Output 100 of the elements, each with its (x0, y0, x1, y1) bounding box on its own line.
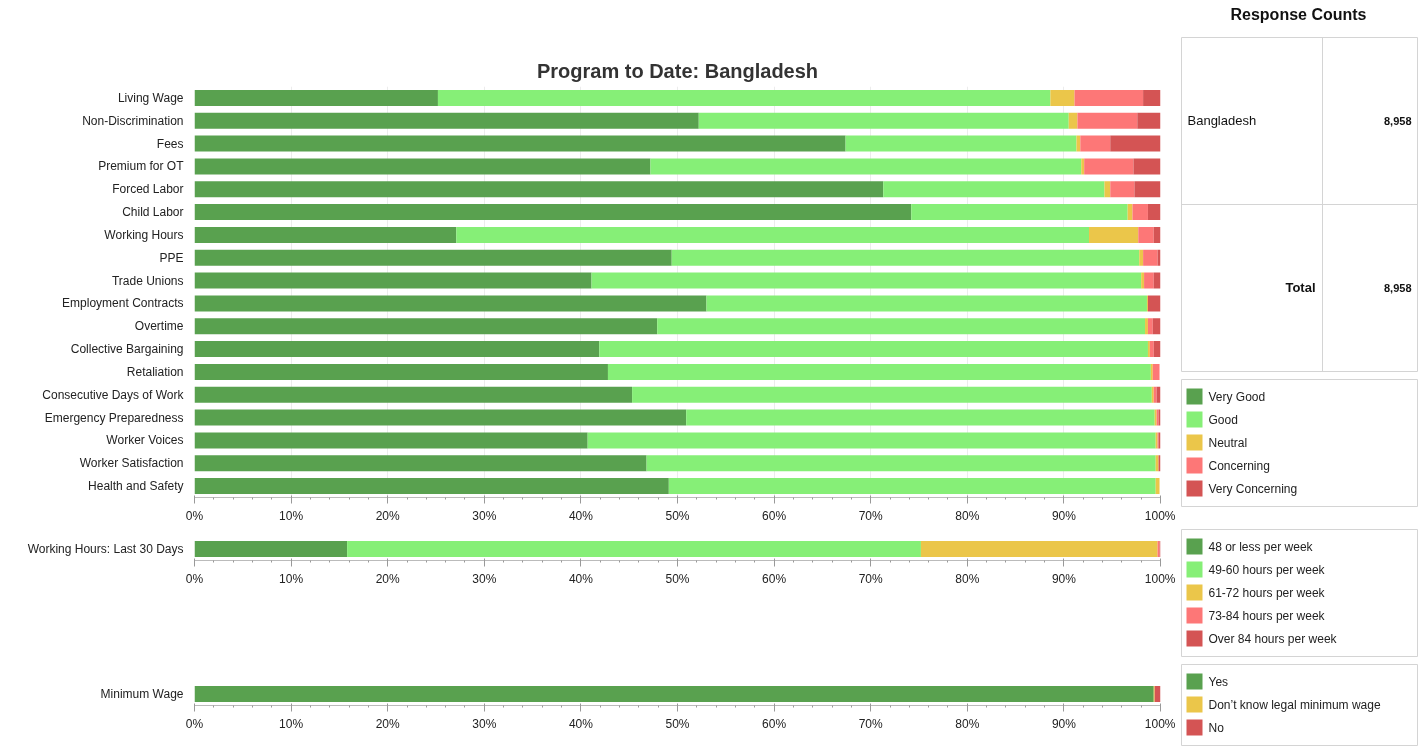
y-tick-label: Minimum Wage (100, 687, 184, 701)
bar (194, 386, 633, 403)
bar (1141, 272, 1145, 289)
x-tick-label: 30% (472, 716, 497, 731)
bar (671, 249, 1140, 266)
y-tick-label: Working Hours (104, 227, 184, 242)
y-tick-label: Living Wage (117, 90, 184, 105)
bar (1147, 204, 1161, 221)
x-tick-label: 10% (279, 716, 304, 731)
x-tick-label: 50% (665, 571, 690, 586)
x-tick-label: 30% (472, 571, 497, 586)
bar (194, 478, 669, 495)
bar (646, 455, 1156, 472)
x-tick-label: 0% (185, 716, 204, 731)
bar (698, 112, 1069, 129)
bar (1080, 135, 1111, 152)
y-tick-label: Emergency Preparedness (44, 410, 184, 425)
bar (1133, 158, 1161, 175)
y-tick-label: Worker Satisfaction (79, 456, 184, 471)
x-tick-label: 90% (1051, 508, 1077, 523)
bar (650, 158, 1082, 175)
y-tick-label: Health and Safety (88, 479, 184, 494)
bar (1155, 478, 1160, 495)
bar (920, 540, 1158, 558)
bar (911, 204, 1128, 221)
bar (194, 295, 707, 312)
bar (657, 318, 1146, 335)
text: 61-72 hours per week (1208, 585, 1326, 600)
bar (1081, 158, 1085, 175)
text: 73-84 hours per week (1208, 608, 1326, 623)
y-tick-label: Fees (156, 136, 184, 151)
legend-label: Neutral (1208, 435, 1248, 450)
text: Bangladesh (1187, 113, 1257, 128)
bar (1077, 112, 1138, 129)
x-tick-label: 0% (185, 508, 204, 523)
bar (1147, 318, 1153, 335)
bar (1132, 204, 1148, 221)
bar (194, 112, 699, 129)
bar (194, 540, 348, 558)
y-tick-label: Child Labor (122, 205, 184, 220)
bar (1110, 181, 1135, 198)
x-tick-label: 10% (279, 571, 304, 586)
bar (1050, 89, 1075, 106)
bar (1089, 226, 1139, 243)
x-tick-label: 60% (762, 716, 787, 731)
x-tick-label: 80% (955, 508, 980, 523)
bar (1104, 181, 1111, 198)
bar (845, 135, 1077, 152)
bar (1152, 363, 1160, 380)
bar (1144, 272, 1154, 289)
bar (194, 89, 438, 106)
bar (194, 158, 651, 175)
text: Response Counts (1230, 6, 1367, 23)
x-tick-label: 10% (279, 508, 304, 523)
bar (194, 135, 846, 152)
x-tick-label: 100% (1144, 508, 1176, 523)
bar (1138, 226, 1154, 243)
y-tick-label: Forced Labor (112, 182, 184, 197)
bar (1152, 318, 1161, 335)
bar (599, 341, 1148, 358)
text: 49-60 hours per week (1208, 562, 1326, 577)
bar (1134, 181, 1161, 198)
bar (591, 272, 1142, 289)
bar (1074, 89, 1144, 106)
x-tick-label: 20% (375, 716, 401, 731)
x-tick-label: 20% (375, 571, 401, 586)
bar (632, 386, 1152, 403)
y-tick-label: Working Hours: Last 30 Days (27, 542, 184, 556)
x-tick-label: 100% (1144, 571, 1176, 586)
y-tick-label: Collective Bargaining (70, 342, 184, 357)
y-tick-label: Trade Unions (111, 273, 184, 288)
bar (668, 478, 1156, 495)
y-tick-label: PPE (159, 250, 184, 265)
text: 8,958 (1383, 114, 1412, 127)
chart-title: Program to Date: Bangladesh (536, 59, 819, 82)
bar (1084, 158, 1134, 175)
y-tick-label: Premium for OT (98, 159, 185, 174)
x-tick-label: 90% (1051, 716, 1077, 731)
bar (194, 341, 600, 358)
bar (1147, 295, 1161, 312)
bar (437, 89, 1051, 106)
x-tick-label: 40% (568, 716, 594, 731)
x-tick-label: 100% (1144, 716, 1176, 731)
x-tick-label: 60% (762, 508, 787, 523)
x-tick-label: 20% (375, 508, 401, 523)
bar (1145, 318, 1148, 335)
bar (194, 363, 608, 380)
bar (1137, 112, 1161, 129)
bar (194, 318, 658, 335)
x-tick-label: 90% (1051, 571, 1077, 586)
bar (1110, 135, 1161, 152)
bar (883, 181, 1105, 198)
x-tick-label: 30% (472, 508, 497, 523)
bar (587, 432, 1156, 449)
bar (1139, 249, 1144, 266)
x-tick-label: 50% (665, 508, 690, 523)
x-tick-label: 0% (185, 571, 204, 586)
legend-label: Concerning (1208, 458, 1270, 473)
text: 8,958 (1383, 281, 1412, 294)
x-tick-label: 40% (568, 508, 594, 523)
